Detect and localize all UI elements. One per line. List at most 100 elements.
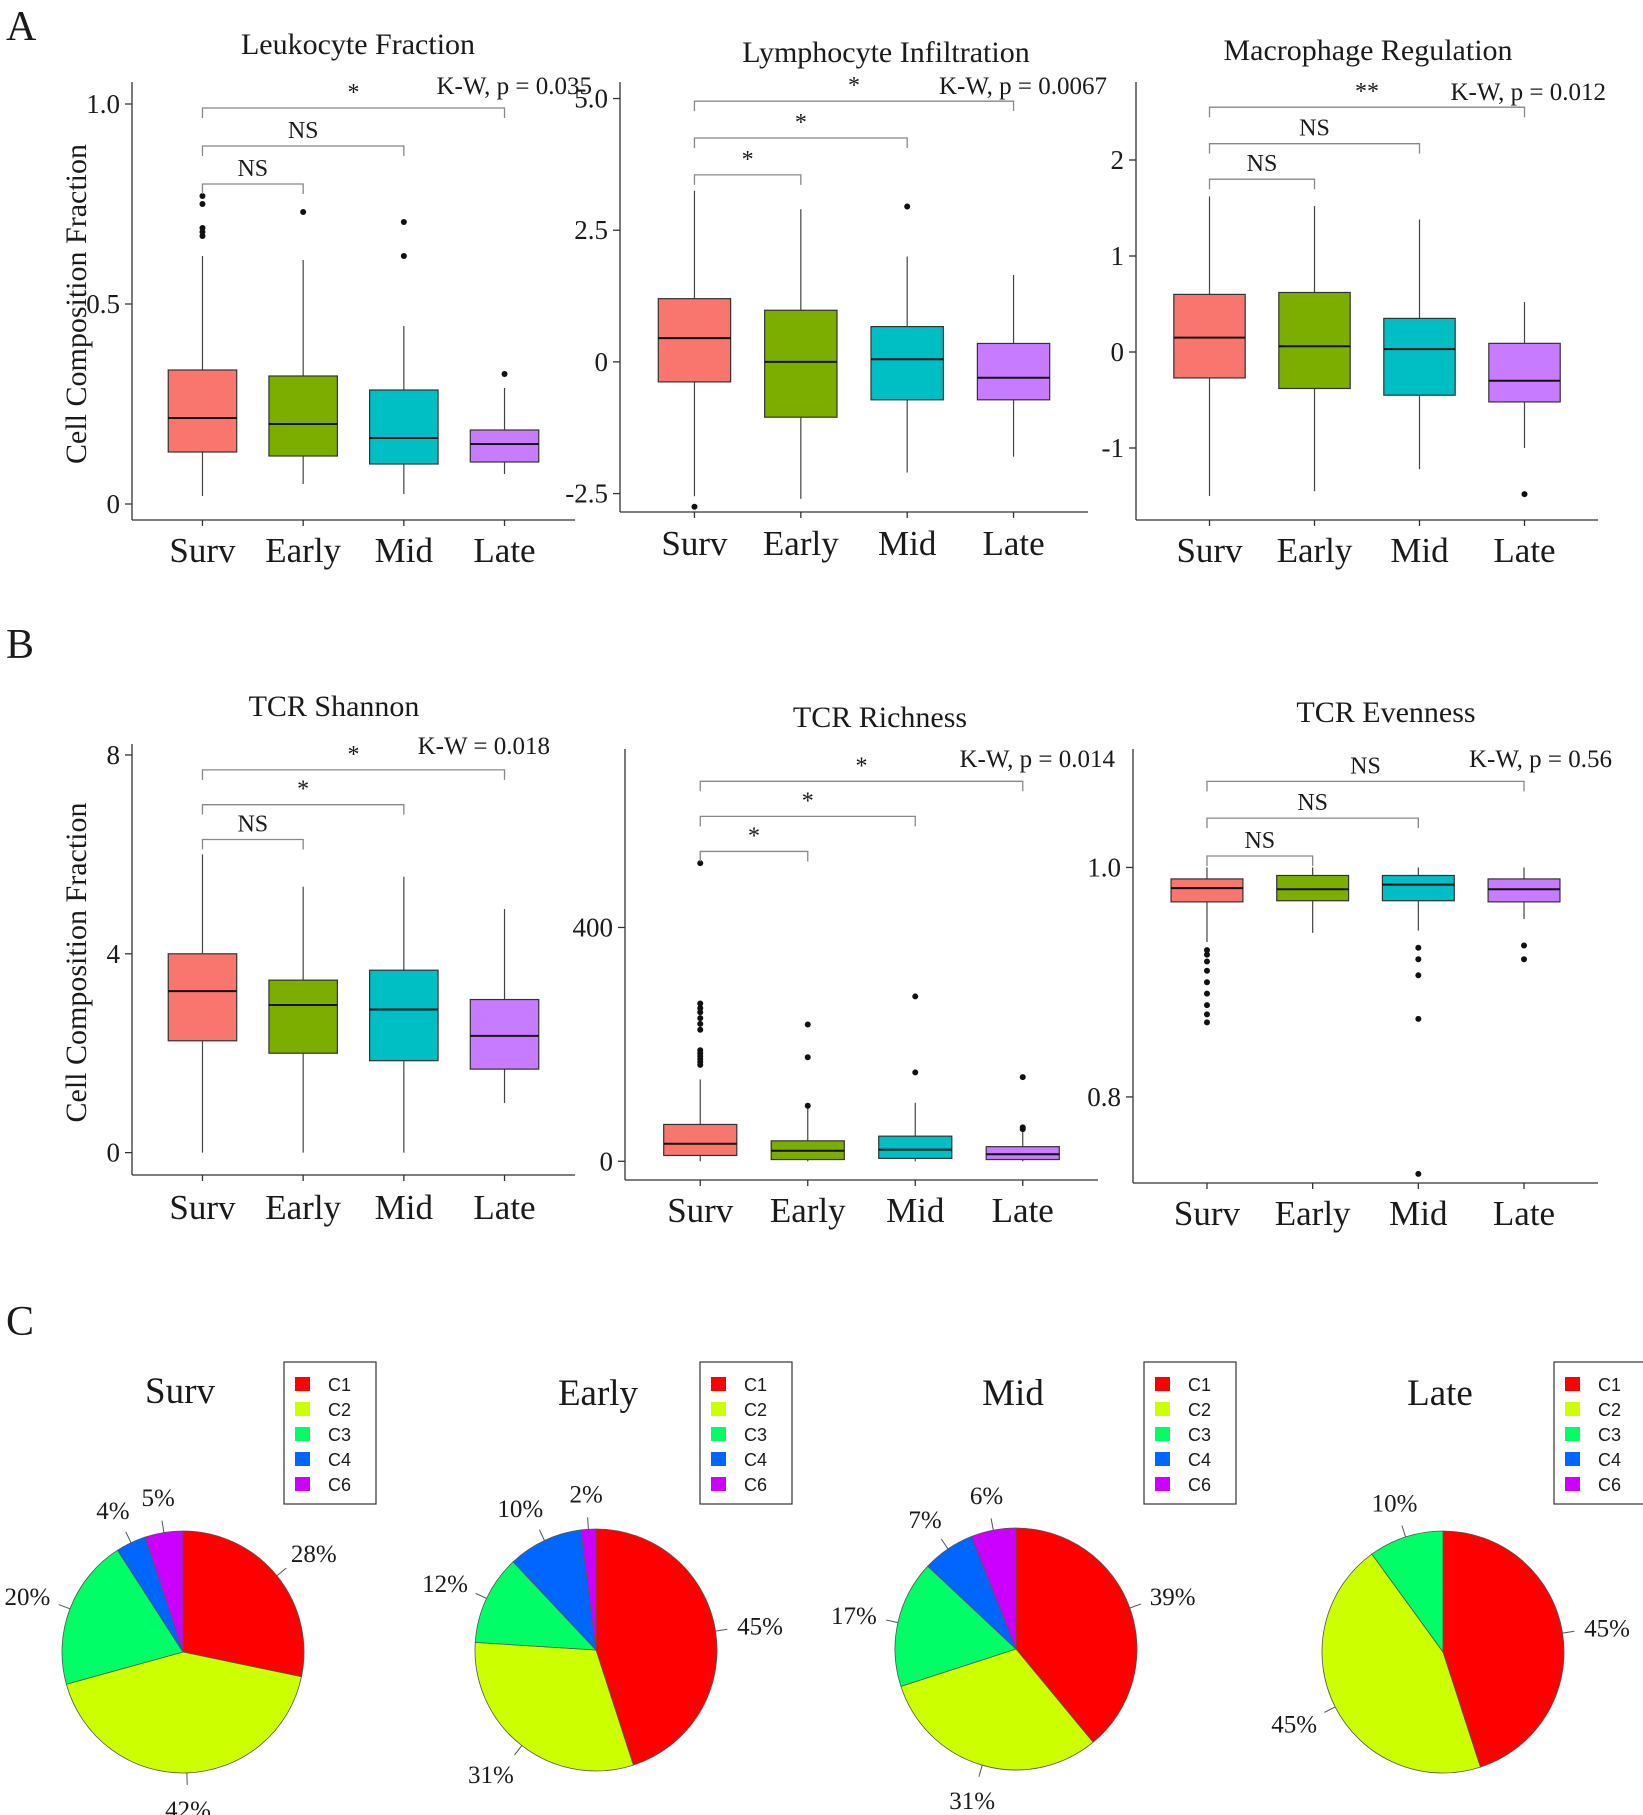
box-early [268, 979, 338, 1054]
pie-legend: C1 C2 C3 C4 C6 [1143, 1361, 1237, 1505]
legend-swatch-c1 [711, 1377, 726, 1391]
box-plot-6: TCR Evenness K-W, p = 0.56 0.8 1.0 Surv Early… [1087, 696, 1612, 1233]
x-tick-label: Late [1493, 531, 1555, 570]
y-tick-label: 8 [107, 740, 121, 770]
outlier-point [1415, 1170, 1422, 1177]
y-tick-label: 5.0 [574, 84, 608, 114]
pie-label-leader [715, 1628, 728, 1632]
kruskal-wallis-label: K-W, p = 0.014 [959, 746, 1115, 773]
outlier-point [1415, 1015, 1422, 1022]
legend-swatch-c4 [1155, 1452, 1170, 1466]
pie-slice-c6 [144, 1530, 184, 1653]
x-tick-label: Early [770, 1191, 846, 1230]
box-mid [870, 325, 944, 401]
significance-label: NS [288, 118, 319, 144]
pie-label-leader [538, 1529, 545, 1541]
pie-legend: C1 C2 C3 C4 C6 [699, 1361, 793, 1505]
y-tick-label: 0 [600, 1146, 614, 1176]
outlier-point [912, 1069, 919, 1076]
box-late [469, 998, 540, 1070]
pie-label-leader [978, 1765, 983, 1777]
kruskal-wallis-label: K-W, p = 0.035 [436, 73, 592, 100]
significance-bracket [201, 804, 405, 815]
significance-bracket [201, 107, 506, 118]
significance-label: * [348, 80, 360, 106]
outlier-point [804, 1021, 811, 1028]
legend-label: C1 [744, 1375, 767, 1395]
legend-label: C3 [744, 1425, 767, 1445]
legend-swatch-c6 [711, 1477, 726, 1491]
pie-slice-c2 [1321, 1553, 1481, 1774]
box-late [1487, 878, 1561, 903]
x-tick-label: Mid [878, 524, 937, 563]
pie-slice-c1 [182, 1530, 305, 1678]
box-early [268, 375, 338, 457]
outlier-point [697, 1020, 704, 1027]
significance-label: * [856, 753, 868, 779]
pie-percent-label: 39% [1150, 1584, 1196, 1611]
pie-slice-c6 [970, 1527, 1017, 1650]
x-tick-label: Mid [1390, 531, 1449, 570]
legend-label: C4 [328, 1450, 351, 1470]
pie-percent-label: 7% [908, 1507, 941, 1534]
significance-bracket [693, 100, 1015, 112]
legend-swatch-c4 [295, 1452, 310, 1466]
kruskal-wallis-label: K-W, p = 0.0067 [939, 73, 1107, 100]
kruskal-wallis-label: K-W, p = 0.012 [1450, 79, 1606, 106]
x-tick-label: Late [1493, 1194, 1555, 1233]
pie-label-leader [161, 1520, 165, 1533]
outlier-point [697, 1015, 704, 1022]
pie-chart-panels: Surv 28% 42% 20% 4% 5% C1 C2 C3 C4 C6 Early 45% 31% 12… [5, 1361, 1643, 1815]
outlier-point [1521, 942, 1528, 949]
pie-percent-label: 42% [165, 1797, 211, 1815]
significance-label: * [297, 777, 309, 803]
pie-slice-c1 [1015, 1527, 1138, 1743]
pie-percent-label: 5% [142, 1485, 175, 1512]
significance-bracket [201, 769, 506, 780]
pie-label-leader [276, 1567, 287, 1577]
y-tick-label: 2.5 [574, 215, 608, 245]
x-tick-label: Early [763, 524, 839, 563]
pie-percent-label: 6% [970, 1483, 1003, 1510]
pie-percent-label: 45% [1584, 1615, 1630, 1642]
pie-label-leader [940, 1538, 949, 1550]
pie-label-leader [990, 1518, 994, 1531]
x-tick-label: Surv [1176, 531, 1243, 570]
x-tick-label: Late [473, 531, 535, 570]
pie-label-leader [125, 1531, 132, 1543]
x-tick-label: Surv [667, 1191, 734, 1230]
legend-label: C3 [1598, 1425, 1621, 1445]
box-mid [1381, 874, 1455, 902]
x-tick-label: Mid [375, 1188, 434, 1227]
legend-swatch-c4 [1565, 1452, 1580, 1466]
significance-label: NS [1244, 828, 1275, 854]
box-late [976, 342, 1051, 401]
outlier-point [904, 203, 911, 210]
significance-label: NS [1350, 753, 1381, 779]
outlier-point [1203, 1002, 1210, 1009]
significance-bracket [201, 145, 405, 156]
significance-bracket [699, 815, 916, 827]
outlier-point [1203, 1019, 1210, 1026]
legend-swatch-c1 [1565, 1377, 1580, 1391]
legend-label: C3 [328, 1425, 351, 1445]
pie-percent-label: 20% [5, 1584, 51, 1611]
pie-slice-c3 [61, 1549, 184, 1685]
box-early [764, 309, 838, 418]
legend-label: C6 [1188, 1475, 1211, 1495]
legend-swatch-c1 [1155, 1377, 1170, 1391]
outlier-point [697, 860, 704, 867]
outlier-point [501, 371, 508, 377]
pie-slice-c4 [512, 1529, 597, 1652]
x-tick-label: Surv [661, 524, 728, 563]
legend-label: C6 [744, 1475, 767, 1495]
box-surv [167, 953, 238, 1042]
x-tick-label: Surv [169, 531, 236, 570]
box-surv [1173, 293, 1246, 379]
significance-label: NS [1247, 151, 1278, 177]
outlier-point [697, 1000, 704, 1007]
legend-label: C2 [328, 1400, 351, 1420]
box-surv [1170, 878, 1244, 903]
pie-percent-label: 12% [422, 1571, 468, 1598]
chart-title: TCR Shannon [249, 690, 420, 723]
